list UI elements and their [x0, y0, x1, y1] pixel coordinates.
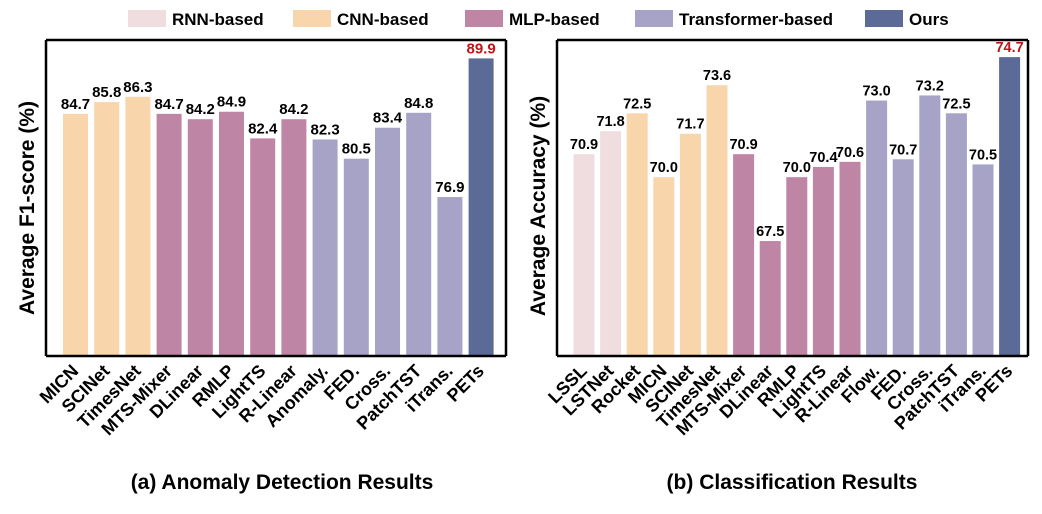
bar-lightts	[812, 166, 834, 356]
bar-itrans-	[437, 197, 463, 356]
title-a: (a) Anomaly Detection Results	[131, 471, 434, 494]
data-label: 84.7	[61, 96, 90, 113]
bars-a: 84.785.8 86.384.7 84.2 84.982.484.282.380.5…	[61, 40, 496, 357]
data-label: 71.8	[596, 114, 624, 130]
data-label: 73.0	[862, 84, 890, 100]
data-label: 71.7	[676, 117, 704, 133]
data-label: 85.8	[92, 84, 121, 101]
bar-lightts	[250, 138, 276, 356]
data-label: 70.0	[650, 160, 678, 176]
legend-item: RNN-based	[128, 10, 264, 29]
data-label: 72.5	[623, 96, 651, 112]
bar-r-linear	[839, 161, 861, 356]
bar-patchtst	[406, 112, 432, 356]
legend-label: RNN-based	[172, 10, 264, 29]
bars-b: 70.971.872.570.071.773.670.967.570.070.4…	[570, 40, 1024, 357]
bar-flow-	[866, 100, 888, 357]
bar-lssl	[573, 154, 595, 356]
data-label: 74.7	[995, 40, 1023, 56]
legend-swatch	[128, 10, 166, 27]
data-label: 80.5	[342, 141, 371, 158]
data-label: 70.6	[836, 145, 864, 161]
legend-label: Ours	[909, 10, 949, 29]
bar-itrans-	[972, 164, 994, 356]
data-label: 70.4	[809, 150, 837, 166]
data-label: 70.9	[729, 137, 757, 153]
data-label: 70.0	[783, 160, 811, 176]
bar-rmlp	[786, 177, 808, 356]
data-label: 89.9	[466, 40, 495, 57]
legend-label: MLP-based	[509, 10, 600, 29]
data-label: 70.5	[969, 147, 997, 163]
legend-swatch	[293, 10, 331, 27]
bar-pets	[999, 57, 1021, 356]
bar-micn	[653, 177, 675, 356]
bar-dlinear	[759, 241, 781, 356]
bar-scinet	[94, 102, 120, 356]
data-label: 84.8	[404, 95, 433, 112]
legend-label: CNN-based	[337, 10, 429, 29]
bar-mts-mixer	[733, 154, 755, 356]
data-label: 82.4	[248, 120, 278, 137]
data-label: 76.9	[435, 179, 464, 196]
bar-anomaly-	[312, 139, 338, 356]
data-label: 67.5	[756, 224, 784, 240]
data-label: 70.9	[570, 137, 598, 153]
data-label: 82.3	[310, 121, 339, 138]
data-label: 73.6	[703, 68, 731, 84]
data-label: 72.5	[942, 96, 970, 112]
bar-timesnet	[125, 96, 151, 357]
bar-dlinear	[187, 119, 213, 356]
data-label: 84.2	[186, 101, 215, 118]
data-label: 83.4	[373, 110, 403, 127]
legend-swatch	[465, 10, 503, 27]
bar-cross-	[919, 95, 941, 356]
legend: RNN-based CNN-based MLP-based Transformer-b…	[128, 10, 949, 29]
legend-item: CNN-based	[293, 10, 429, 29]
bar-timesnet	[706, 85, 728, 356]
axes-b: LSSLLSTNetRocketMICNSCINetTimesNetMTS-Mi…	[544, 38, 1030, 439]
data-label: 84.7	[154, 96, 183, 113]
ylabel-b: Average Accuracy (%)	[527, 96, 550, 316]
panel-anomaly-detection: Average F1-score (%) 84.785.8 86.384.7 84.…	[16, 38, 508, 494]
legend-item: Ours	[865, 10, 949, 29]
bar-rmlp	[219, 111, 244, 356]
title-b: (b) Classification Results	[667, 471, 918, 494]
data-label: 70.7	[889, 142, 917, 158]
bar-lstnet	[600, 131, 622, 356]
bar-mts-mixer	[156, 113, 182, 356]
data-label: 84.9	[217, 94, 246, 111]
bar-pets	[468, 58, 494, 357]
panel-classification: Average Accuracy (%) 70.9 71.8 72.5 70.0 71.…	[527, 38, 1030, 494]
bar-micn	[63, 113, 88, 356]
bar-cross-	[375, 127, 400, 356]
ylabel-a: Average F1-score (%)	[16, 101, 39, 315]
bar-fed-	[892, 159, 914, 356]
data-label: 84.2	[279, 101, 308, 118]
x-tick-label: PETs	[443, 361, 488, 406]
data-label: 86.3	[123, 79, 152, 96]
bar-fed-	[343, 158, 369, 356]
bar-rocket	[626, 113, 648, 357]
legend-item: Transformer-based	[635, 10, 833, 29]
legend-item: MLP-based	[465, 10, 600, 29]
data-label: 73.2	[916, 78, 944, 94]
bar-scinet	[679, 133, 701, 356]
legend-swatch	[865, 10, 903, 27]
legend-swatch	[635, 10, 673, 27]
legend-label: Transformer-based	[679, 10, 833, 29]
bar-patchtst	[945, 113, 967, 357]
bar-r-linear	[281, 119, 307, 356]
